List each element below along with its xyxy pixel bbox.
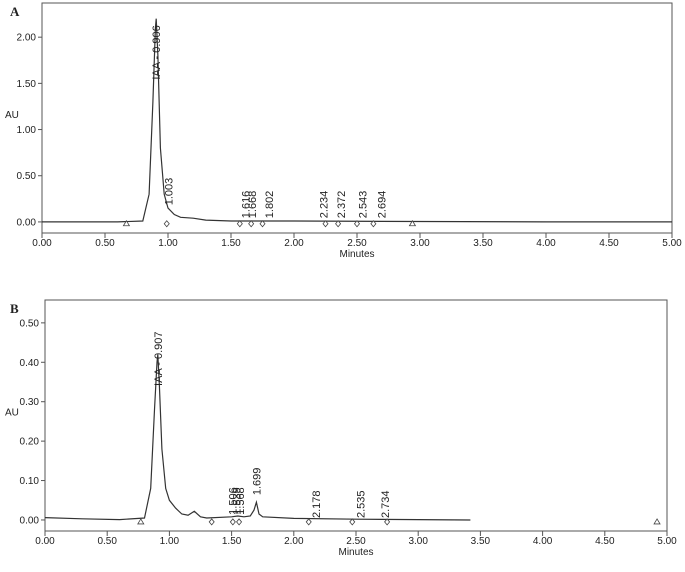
- peak-label: 1.668: [247, 191, 259, 219]
- peak-label: 2.178: [311, 490, 323, 518]
- panel-label: A: [10, 4, 20, 19]
- peak-label: 1.802: [264, 191, 276, 219]
- x-tick-label: 3.50: [471, 536, 491, 547]
- peak-label: 2.694: [376, 191, 388, 219]
- y-axis-title: AU: [5, 110, 19, 121]
- x-tick-label: 2.00: [284, 536, 304, 547]
- trace: [44, 354, 471, 521]
- peak-label: 1.568: [235, 487, 247, 515]
- peak-label: IAA - 0.907: [153, 331, 165, 385]
- trace: [42, 18, 672, 223]
- x-tick-label: 3.00: [408, 536, 428, 547]
- x-tick-label: 0.50: [97, 536, 117, 547]
- event-marker: [248, 220, 255, 228]
- y-tick-label: 0.40: [20, 358, 40, 369]
- y-tick-label: 0.10: [20, 476, 40, 487]
- event-marker: [653, 518, 661, 525]
- x-tick-label: 5.00: [662, 238, 682, 249]
- x-tick-label: 0.00: [35, 536, 55, 547]
- x-tick-label: 0.50: [95, 238, 115, 249]
- event-marker: [305, 518, 312, 526]
- peak-label: 2.234: [318, 191, 330, 219]
- event-marker: [137, 518, 145, 525]
- event-marker: [236, 518, 243, 526]
- x-tick-label: 4.00: [533, 536, 553, 547]
- x-tick-label: 4.00: [536, 238, 556, 249]
- x-tick-label: 1.00: [160, 536, 180, 547]
- x-tick-label: 2.50: [346, 536, 366, 547]
- event-marker: [353, 220, 361, 228]
- event-marker: [163, 220, 170, 228]
- peak-label: 1.539: [231, 487, 243, 515]
- event-marker: [322, 220, 329, 228]
- peak-label: 1.699: [251, 468, 263, 496]
- peak-label: 1.616: [241, 191, 253, 219]
- y-tick-label: 0.20: [20, 437, 40, 448]
- peak-label: 2.543: [357, 191, 369, 219]
- y-tick-label: 2.00: [17, 33, 37, 44]
- peak-label: 2.535: [355, 490, 367, 518]
- event-marker: [259, 220, 266, 228]
- y-tick-label: 0.00: [17, 217, 37, 228]
- y-tick-label: 1.50: [17, 79, 37, 90]
- x-tick-label: 5.00: [657, 536, 677, 547]
- y-tick-label: 0.50: [17, 171, 37, 182]
- x-axis-title: Minutes: [338, 547, 373, 558]
- event-marker: [408, 219, 417, 227]
- panel-label: B: [10, 301, 19, 316]
- x-tick-label: 1.00: [158, 238, 178, 249]
- x-tick-label: 0.00: [32, 238, 52, 249]
- x-tick-label: 1.50: [222, 536, 242, 547]
- y-tick-label: 0.30: [20, 397, 40, 408]
- event-marker: [229, 518, 236, 526]
- event-marker: [335, 220, 342, 228]
- x-tick-label: 4.50: [595, 536, 615, 547]
- y-tick-label: 0.50: [20, 318, 40, 329]
- peak-label: 1.506: [227, 487, 239, 515]
- x-tick-label: 3.00: [410, 238, 430, 249]
- x-axis-title: Minutes: [339, 249, 374, 260]
- y-tick-label: 1.00: [17, 125, 37, 136]
- peak-label: IAA - 0.906: [151, 25, 163, 79]
- event-marker: [122, 219, 131, 227]
- y-tick-label: 0.00: [20, 515, 40, 526]
- x-tick-label: 1.50: [221, 238, 241, 249]
- event-marker: [384, 518, 391, 526]
- x-tick-label: 2.50: [347, 238, 367, 249]
- x-tick-label: 3.50: [473, 238, 493, 249]
- y-axis-title: AU: [5, 408, 19, 419]
- event-marker: [370, 220, 377, 228]
- event-marker: [208, 518, 215, 526]
- x-tick-label: 4.50: [599, 238, 619, 249]
- peak-label: 1.003: [163, 178, 175, 206]
- peak-label: 2.734: [380, 490, 392, 518]
- event-marker: [236, 220, 243, 228]
- x-tick-label: 2.00: [284, 238, 304, 249]
- peak-label: 2.372: [336, 191, 348, 219]
- event-marker: [349, 518, 356, 526]
